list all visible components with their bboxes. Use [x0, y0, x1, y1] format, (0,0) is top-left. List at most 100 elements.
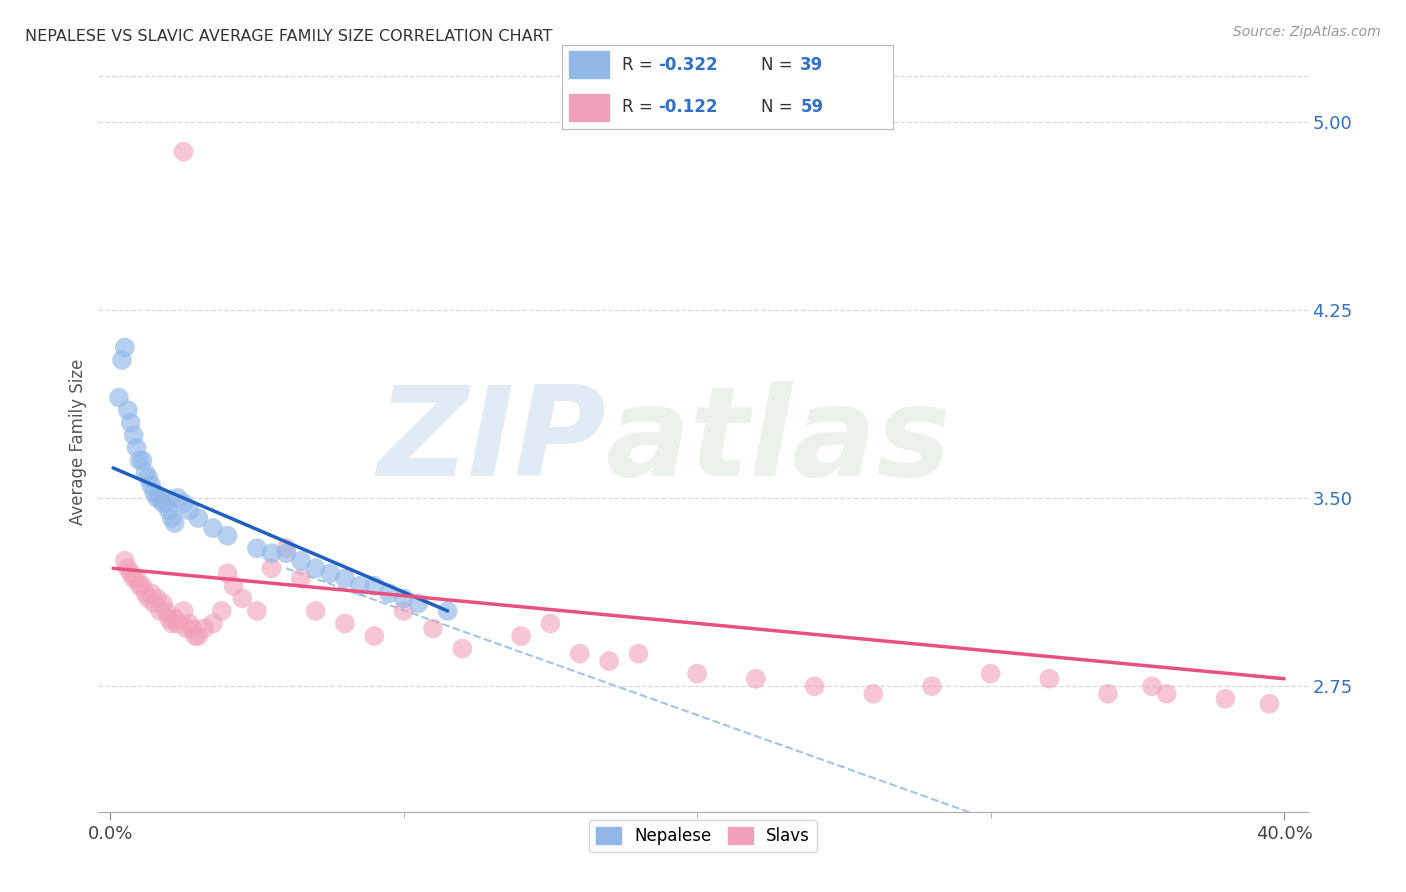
Point: [149, 604, 172, 618]
Point: [173, 496, 195, 510]
Point: [114, 340, 136, 354]
Point: [333, 616, 356, 631]
Point: [598, 654, 620, 668]
Text: atlas: atlas: [606, 381, 952, 502]
Point: [155, 496, 177, 510]
Point: [120, 416, 142, 430]
Point: [108, 391, 131, 405]
Point: [125, 571, 148, 585]
Point: [187, 511, 209, 525]
Point: [166, 491, 188, 505]
Point: [217, 529, 239, 543]
Point: [231, 591, 253, 606]
Point: [176, 622, 198, 636]
Text: 39: 39: [800, 56, 824, 74]
Point: [149, 491, 172, 505]
Point: [179, 503, 201, 517]
Point: [422, 622, 444, 636]
Point: [1140, 679, 1163, 693]
Point: [131, 579, 153, 593]
Point: [131, 453, 153, 467]
Point: [152, 496, 174, 510]
Point: [122, 571, 145, 585]
Text: NEPALESE VS SLAVIC AVERAGE FAMILY SIZE CORRELATION CHART: NEPALESE VS SLAVIC AVERAGE FAMILY SIZE C…: [25, 29, 553, 44]
Point: [184, 629, 207, 643]
Point: [163, 611, 186, 625]
Y-axis label: Average Family Size: Average Family Size: [69, 359, 87, 524]
Point: [166, 616, 188, 631]
Point: [134, 586, 156, 600]
Point: [260, 546, 283, 560]
Point: [155, 604, 177, 618]
Point: [160, 616, 183, 631]
Bar: [569, 94, 609, 120]
Point: [1156, 687, 1178, 701]
Point: [333, 571, 356, 585]
Point: [378, 586, 401, 600]
Point: [187, 629, 209, 643]
Point: [134, 466, 156, 480]
Text: 59: 59: [800, 98, 824, 116]
Point: [290, 571, 312, 585]
Point: [276, 541, 298, 556]
Point: [217, 566, 239, 581]
Text: N =: N =: [761, 56, 797, 74]
Point: [862, 687, 884, 701]
Point: [745, 672, 768, 686]
Point: [290, 554, 312, 568]
Point: [128, 579, 150, 593]
Point: [392, 591, 415, 606]
Point: [141, 586, 163, 600]
Point: [260, 561, 283, 575]
Point: [173, 604, 195, 618]
Point: [1038, 672, 1060, 686]
Point: [143, 486, 166, 500]
Point: [193, 622, 215, 636]
Point: [627, 647, 650, 661]
Point: [163, 516, 186, 530]
Point: [686, 666, 709, 681]
Point: [117, 403, 139, 417]
Point: [136, 471, 159, 485]
Point: [143, 596, 166, 610]
Point: [304, 561, 326, 575]
Point: [111, 353, 134, 368]
Point: [181, 622, 204, 636]
Point: [568, 647, 591, 661]
Point: [211, 604, 233, 618]
Text: -0.122: -0.122: [658, 98, 717, 116]
Point: [510, 629, 533, 643]
Legend: Nepalese, Slavs: Nepalese, Slavs: [589, 820, 817, 852]
Text: ZIP: ZIP: [378, 381, 606, 502]
Point: [803, 679, 825, 693]
Point: [122, 428, 145, 442]
Point: [349, 579, 371, 593]
Text: R =: R =: [621, 98, 658, 116]
Point: [125, 441, 148, 455]
Point: [157, 503, 180, 517]
Point: [538, 616, 561, 631]
Text: R =: R =: [621, 56, 658, 74]
Point: [408, 596, 430, 610]
Point: [392, 604, 415, 618]
Point: [1097, 687, 1119, 701]
Point: [276, 546, 298, 560]
Point: [160, 511, 183, 525]
Point: [157, 611, 180, 625]
Point: [246, 541, 269, 556]
Point: [152, 596, 174, 610]
Point: [451, 641, 474, 656]
Point: [363, 629, 385, 643]
Point: [146, 491, 169, 505]
Point: [921, 679, 943, 693]
Point: [304, 604, 326, 618]
Point: [201, 616, 224, 631]
Point: [222, 579, 245, 593]
Point: [1258, 697, 1281, 711]
Point: [114, 554, 136, 568]
Text: N =: N =: [761, 98, 797, 116]
Point: [128, 453, 150, 467]
Point: [117, 561, 139, 575]
Point: [179, 616, 201, 631]
Point: [201, 521, 224, 535]
